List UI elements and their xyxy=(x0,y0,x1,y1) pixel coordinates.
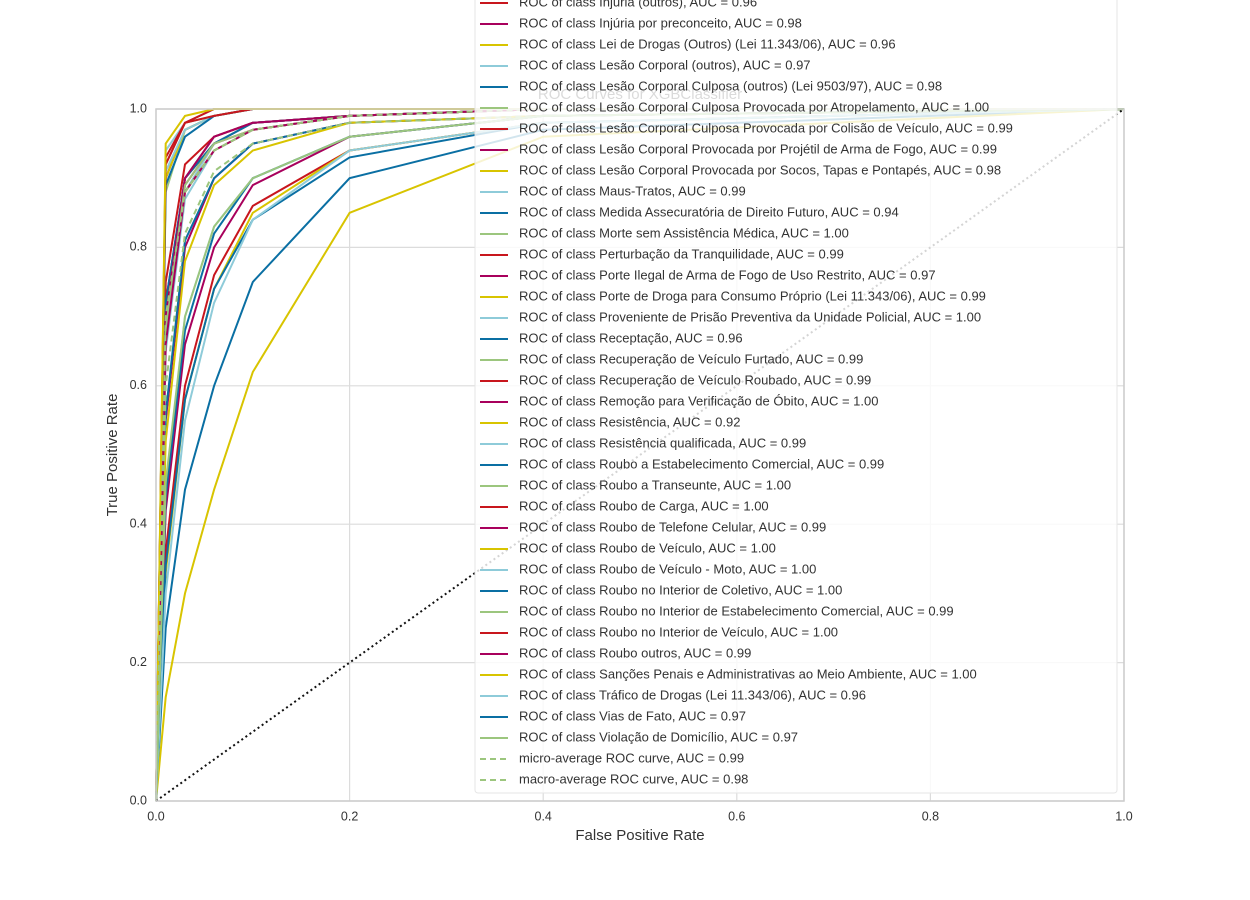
legend-label: ROC of class Lesão Corporal Provocada po… xyxy=(519,162,1001,177)
y-tick-label: 1.0 xyxy=(130,101,147,115)
legend-label: ROC of class Porte de Droga para Consumo… xyxy=(519,288,986,303)
legend-label: ROC of class Proveniente de Prisão Preve… xyxy=(519,309,981,324)
y-tick-label: 0.6 xyxy=(130,378,147,392)
legend-label: ROC of class Roubo outros, AUC = 0.99 xyxy=(519,645,751,660)
legend-label: ROC of class Roubo a Transeunte, AUC = 1… xyxy=(519,477,791,492)
legend-label: ROC of class Roubo no Interior de Estabe… xyxy=(519,603,954,618)
legend-label: ROC of class Roubo de Carga, AUC = 1.00 xyxy=(519,498,769,513)
legend-label: ROC of class Tráfico de Drogas (Lei 11.3… xyxy=(519,687,866,702)
legend-label: ROC of class Resistência, AUC = 0.92 xyxy=(519,414,740,429)
legend-label: ROC of class Medida Assecuratória de Dir… xyxy=(519,204,899,219)
legend-label: ROC of class Morte sem Assistência Médic… xyxy=(519,225,849,240)
legend-label: ROC of class Lesão Corporal Provocada po… xyxy=(519,141,997,156)
x-tick-label: 0.0 xyxy=(147,809,164,823)
x-tick-label: 1.0 xyxy=(1115,809,1132,823)
legend-label: ROC of class Perturbação da Tranquilidad… xyxy=(519,246,844,261)
legend-label: ROC of class Porte Ilegal de Arma de Fog… xyxy=(519,267,936,282)
x-axis-label: False Positive Rate xyxy=(575,827,704,844)
legend-label: ROC of class Lesão Corporal Culposa Prov… xyxy=(519,120,1013,135)
legend-label: ROC of class Injúria (outros), AUC = 0.9… xyxy=(519,0,757,9)
legend-label: micro-average ROC curve, AUC = 0.99 xyxy=(519,750,744,765)
y-axis-label: True Positive Rate xyxy=(104,394,121,517)
legend-label: ROC of class Receptação, AUC = 0.96 xyxy=(519,330,743,345)
x-tick-label: 0.4 xyxy=(535,809,552,823)
legend-label: ROC of class Lesão Corporal Culposa Prov… xyxy=(519,99,989,114)
legend-label: ROC of class Lesão Corporal (outros), AU… xyxy=(519,57,811,72)
legend-label: ROC of class Roubo de Veículo, AUC = 1.0… xyxy=(519,540,776,555)
legend-label: ROC of class Recuperação de Veículo Furt… xyxy=(519,351,863,366)
legend-label: ROC of class Lesão Corporal Culposa (out… xyxy=(519,78,942,93)
legend-label: ROC of class Maus-Tratos, AUC = 0.99 xyxy=(519,183,746,198)
legend-label: ROC of class Roubo no Interior de Veícul… xyxy=(519,624,838,639)
legend-label: ROC of class Vias de Fato, AUC = 0.97 xyxy=(519,708,746,723)
legend-label: ROC of class Sanções Penais e Administra… xyxy=(519,666,977,681)
legend-label: ROC of class Roubo no Interior de Coleti… xyxy=(519,582,842,597)
legend-label: ROC of class Roubo de Veículo - Moto, AU… xyxy=(519,561,816,576)
x-tick-label: 0.2 xyxy=(341,809,358,823)
x-tick-label: 0.6 xyxy=(728,809,745,823)
y-tick-label: 0.0 xyxy=(130,793,147,807)
legend-label: ROC of class Lei de Drogas (Outros) (Lei… xyxy=(519,36,896,51)
legend-label: ROC of class Roubo de Telefone Celular, … xyxy=(519,519,826,534)
y-tick-label: 0.4 xyxy=(130,516,147,530)
legend-label: ROC of class Roubo a Estabelecimento Com… xyxy=(519,456,884,471)
legend-label: ROC of class Resistência qualificada, AU… xyxy=(519,435,806,450)
y-tick-label: 0.2 xyxy=(130,655,147,669)
legend-label: macro-average ROC curve, AUC = 0.98 xyxy=(519,771,748,786)
legend-label: ROC of class Violação de Domicílio, AUC … xyxy=(519,729,798,744)
legend-label: ROC of class Injúria por preconceito, AU… xyxy=(519,15,802,30)
legend-box xyxy=(474,0,1118,794)
x-tick-label: 0.8 xyxy=(922,809,939,823)
legend-label: ROC of class Recuperação de Veículo Roub… xyxy=(519,372,871,387)
y-tick-label: 0.8 xyxy=(130,240,147,254)
legend-label: ROC of class Remoção para Verificação de… xyxy=(519,393,878,408)
